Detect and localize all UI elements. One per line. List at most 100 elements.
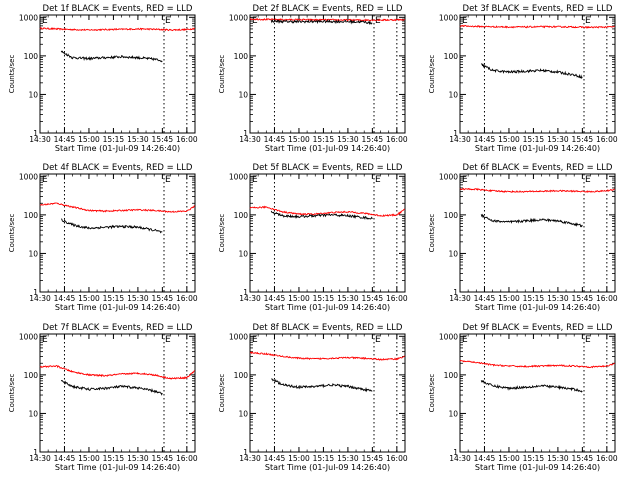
- x-tick-label: 15:30: [337, 294, 359, 303]
- x-tick-label: 16:00: [176, 135, 198, 144]
- x-tick-label: 14:45: [54, 294, 76, 303]
- plot-frame: [249, 14, 406, 134]
- x-tick-label: 15:00: [78, 135, 100, 144]
- x-tick-label: 15:30: [127, 454, 149, 463]
- edge-marker-label: E: [42, 335, 48, 345]
- plot-frame: [39, 14, 196, 134]
- x-tick-label: 16:00: [596, 135, 618, 144]
- x-tick-label: 15:15: [103, 135, 125, 144]
- x-tick-label: 14:45: [264, 294, 286, 303]
- panel-title: Det 7f BLACK = Events, RED = LLD: [43, 323, 193, 333]
- y-tick-label: 100: [24, 371, 39, 380]
- x-tick-label: 14:30: [239, 294, 261, 303]
- x-tick-label: 15:30: [337, 135, 359, 144]
- y-tick-label: 1000: [439, 332, 458, 341]
- panel-det-1: Det 1f BLACK = Events, RED = LLD 1 10 100 10…: [8, 4, 198, 153]
- edge-marker-label: E: [375, 175, 381, 185]
- x-tick-label: 16:00: [386, 294, 408, 303]
- y-tick-label: 1: [33, 129, 38, 138]
- lld-series-line: [39, 202, 196, 213]
- x-tick-label: 14:45: [474, 294, 496, 303]
- panel-det-4: Det 4f BLACK = Events, RED = LLD 1 10 100 10…: [8, 163, 198, 312]
- x-tick-label: 16:00: [176, 294, 198, 303]
- y-axis-label: Counts/sec: [218, 55, 226, 94]
- x-tick-label: 15:45: [362, 294, 384, 303]
- events-series-line: [480, 380, 583, 393]
- x-axis-label: Start Time (01-Jul-09 14:26:40): [475, 303, 600, 312]
- plot-frame: [249, 173, 406, 293]
- edge-marker-label: E: [165, 335, 171, 345]
- x-tick-label: 15:15: [313, 135, 335, 144]
- y-axis-label: Counts/sec: [428, 55, 436, 94]
- x-tick-label: 15:30: [547, 454, 569, 463]
- x-tick-label: 14:30: [449, 294, 471, 303]
- y-tick-label: 10: [28, 90, 38, 99]
- x-tick-label: 14:30: [29, 454, 51, 463]
- y-axis-label: Counts/sec: [428, 374, 436, 413]
- lld-series-line: [459, 24, 615, 29]
- x-tick-label: 15:00: [78, 454, 100, 463]
- y-tick-label: 100: [24, 52, 39, 61]
- y-tick-label: 1: [453, 288, 458, 297]
- edge-marker-label: E: [252, 175, 258, 185]
- y-axis-label: Counts/sec: [218, 374, 226, 413]
- x-tick-label: 14:45: [54, 135, 76, 144]
- edge-marker-label: E: [375, 16, 381, 26]
- x-tick-label: 15:30: [337, 454, 359, 463]
- x-tick-label: 15:30: [547, 135, 569, 144]
- plot-frame: [39, 333, 196, 453]
- plot-frame: [459, 173, 616, 293]
- edge-marker-label: E: [585, 175, 591, 185]
- panel-det-6: Det 6f BLACK = Events, RED = LLD 1 10 100 10…: [428, 163, 618, 312]
- x-tick-label: 15:45: [362, 135, 384, 144]
- events-series-line: [480, 213, 583, 228]
- panel-det-3: Det 3f BLACK = Events, RED = LLD 1 10 100 10…: [428, 4, 618, 153]
- x-tick-label: 14:45: [264, 135, 286, 144]
- x-tick-label: 14:30: [449, 454, 471, 463]
- x-tick-label: 15:00: [288, 454, 310, 463]
- x-tick-label: 15:30: [547, 294, 569, 303]
- y-tick-label: 1: [33, 288, 38, 297]
- y-tick-label: 1: [243, 288, 248, 297]
- x-tick-label: 15:45: [572, 454, 594, 463]
- edge-marker-label: E: [462, 16, 468, 26]
- y-axis-label: Counts/sec: [428, 214, 436, 253]
- y-tick-label: 100: [234, 211, 249, 220]
- y-tick-label: 10: [448, 249, 458, 258]
- panel-title: Det 8f BLACK = Events, RED = LLD: [253, 323, 403, 333]
- events-series-line: [271, 378, 373, 393]
- x-tick-label: 14:30: [239, 454, 261, 463]
- plot-frame: [459, 333, 616, 453]
- x-tick-label: 15:00: [288, 135, 310, 144]
- x-tick-label: 15:45: [152, 294, 174, 303]
- x-tick-label: 16:00: [176, 454, 198, 463]
- x-tick-label: 15:45: [572, 135, 594, 144]
- edge-marker-label: E: [585, 335, 591, 345]
- events-series-line: [60, 50, 163, 63]
- x-tick-label: 16:00: [386, 135, 408, 144]
- events-series-line: [270, 210, 373, 221]
- y-tick-label: 1000: [229, 13, 248, 22]
- y-tick-label: 10: [448, 90, 458, 99]
- edge-marker-label: E: [252, 335, 258, 345]
- x-tick-label: 15:15: [523, 454, 545, 463]
- x-tick-label: 16:00: [386, 454, 408, 463]
- edge-marker-label: E: [252, 16, 258, 26]
- y-tick-label: 10: [238, 409, 248, 418]
- x-axis-label: Start Time (01-Jul-09 14:26:40): [475, 463, 600, 472]
- x-tick-label: 16:00: [596, 454, 618, 463]
- x-tick-label: 15:45: [152, 135, 174, 144]
- y-axis-label: Counts/sec: [8, 214, 16, 253]
- x-axis-label: Start Time (01-Jul-09 14:26:40): [475, 144, 600, 153]
- panel-det-9: Det 9f BLACK = Events, RED = LLD 1 10 100 10…: [428, 323, 618, 472]
- x-tick-label: 14:30: [29, 294, 51, 303]
- y-axis-label: Counts/sec: [218, 214, 226, 253]
- x-tick-label: 14:45: [474, 135, 496, 144]
- y-tick-label: 100: [444, 52, 459, 61]
- lld-series-line: [459, 187, 615, 194]
- x-tick-label: 15:15: [313, 294, 335, 303]
- x-axis-label: Start Time (01-Jul-09 14:26:40): [55, 463, 180, 472]
- x-axis-label: Start Time (01-Jul-09 14:26:40): [55, 303, 180, 312]
- plot-frame: [249, 333, 406, 453]
